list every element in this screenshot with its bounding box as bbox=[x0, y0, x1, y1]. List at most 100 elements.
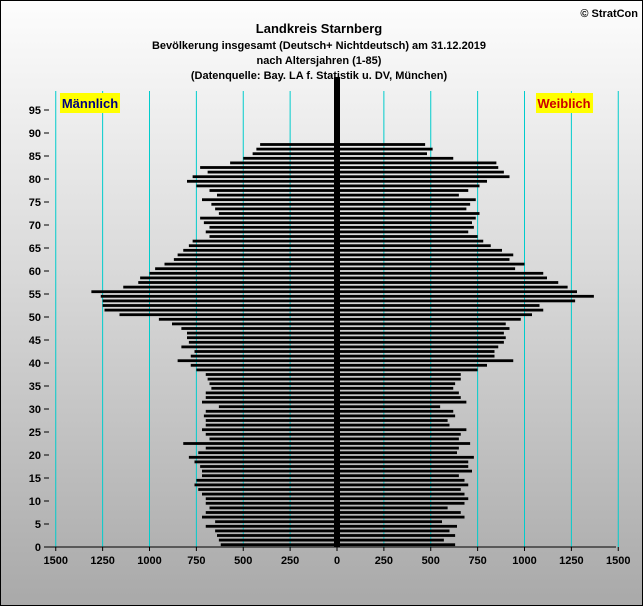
bar-female bbox=[337, 202, 471, 206]
legend-male-label: Männlich bbox=[62, 96, 118, 111]
bar-male bbox=[205, 446, 337, 450]
bar-male bbox=[209, 235, 337, 238]
copyright: © StratCon bbox=[580, 8, 638, 20]
bar-male bbox=[205, 501, 337, 505]
bar-male bbox=[200, 216, 337, 220]
bar-female bbox=[337, 313, 532, 317]
bar-male bbox=[158, 317, 337, 321]
bar-male bbox=[177, 253, 337, 257]
bar-male bbox=[207, 377, 337, 381]
bar-female bbox=[337, 322, 506, 326]
bar-male bbox=[172, 322, 337, 326]
x-tick-labels: 1500 1250 1000 750 500 250 0 250 500 750 1000 1250 1… bbox=[44, 547, 630, 567]
bar-male bbox=[192, 239, 337, 243]
bar-female bbox=[337, 400, 467, 404]
bar-female bbox=[337, 299, 576, 303]
bar-male bbox=[181, 327, 337, 330]
bar-female bbox=[337, 451, 457, 455]
bar-female bbox=[337, 497, 469, 501]
bar-female bbox=[337, 308, 544, 312]
bar-male bbox=[177, 359, 337, 363]
bar-female bbox=[337, 207, 467, 211]
bar-female bbox=[337, 147, 433, 151]
bar-male bbox=[205, 419, 337, 422]
bar-male bbox=[183, 442, 337, 445]
bar-female bbox=[337, 175, 510, 179]
bar-male bbox=[203, 414, 337, 418]
bar-female bbox=[337, 359, 514, 363]
bar-female bbox=[337, 524, 457, 528]
bar-female bbox=[337, 423, 450, 427]
bar-male bbox=[183, 248, 337, 252]
bar-male bbox=[102, 304, 337, 307]
bar-male bbox=[102, 299, 337, 303]
bar-female bbox=[337, 515, 465, 519]
bar-male bbox=[205, 423, 337, 427]
chart-subtitle-3: (Datenquelle: Bay. LA f. Statistik u. DV… bbox=[191, 70, 448, 82]
bar-male bbox=[202, 492, 337, 496]
bar-male bbox=[119, 313, 337, 317]
bar-male bbox=[100, 294, 337, 298]
bar-female bbox=[337, 193, 459, 197]
bar-female bbox=[337, 276, 547, 280]
bar-female bbox=[337, 294, 594, 298]
bar-female bbox=[337, 474, 459, 478]
x-tick-label: 500 bbox=[234, 555, 252, 567]
bar-female bbox=[337, 179, 487, 183]
y-tick-label: 20 bbox=[29, 450, 41, 462]
bar-male bbox=[181, 345, 337, 349]
bar-male bbox=[188, 455, 337, 459]
bar-male bbox=[188, 340, 337, 344]
bar-female bbox=[337, 396, 461, 399]
bar-female bbox=[337, 363, 487, 367]
bar-male bbox=[202, 474, 337, 478]
x-tick-label: 500 bbox=[422, 555, 440, 567]
bar-male bbox=[218, 212, 337, 215]
bar-female bbox=[337, 235, 478, 238]
bar-female bbox=[337, 189, 469, 192]
bar-male bbox=[207, 170, 337, 174]
bar-male bbox=[211, 202, 337, 206]
bar-male bbox=[209, 437, 337, 441]
bar-male bbox=[194, 483, 337, 487]
bar-male bbox=[196, 368, 337, 372]
bar-female bbox=[337, 465, 469, 468]
bars bbox=[91, 143, 594, 547]
bar-male bbox=[203, 221, 337, 225]
bar-female bbox=[337, 432, 461, 436]
bar-female bbox=[337, 281, 559, 284]
bar-male bbox=[164, 262, 337, 266]
bar-male bbox=[217, 534, 337, 537]
bar-female bbox=[337, 386, 454, 390]
bar-female bbox=[337, 377, 461, 381]
bar-male bbox=[149, 271, 337, 275]
bar-female bbox=[337, 520, 442, 524]
y-tick-label: 45 bbox=[29, 335, 41, 347]
bar-female bbox=[337, 170, 504, 174]
y-tick-label: 70 bbox=[29, 220, 41, 232]
bar-female bbox=[337, 414, 456, 418]
chart-title: Landkreis Starnberg bbox=[256, 21, 382, 36]
bar-female bbox=[337, 267, 516, 271]
bar-female bbox=[337, 350, 495, 353]
bar-male bbox=[260, 143, 337, 146]
bar-male bbox=[218, 405, 337, 409]
y-tick-label: 5 bbox=[35, 519, 41, 531]
y-tick-label: 60 bbox=[29, 266, 41, 278]
bar-male bbox=[192, 175, 337, 179]
bar-male bbox=[218, 538, 337, 542]
bar-female bbox=[337, 161, 497, 165]
y-tick-label: 85 bbox=[29, 151, 41, 163]
bar-female bbox=[337, 469, 472, 473]
bar-male bbox=[200, 166, 337, 169]
bar-female bbox=[337, 230, 469, 234]
bar-male bbox=[194, 350, 337, 353]
bar-female bbox=[337, 198, 476, 202]
y-tick-label: 65 bbox=[29, 243, 41, 255]
x-tick-label: 1500 bbox=[44, 555, 68, 567]
bar-male bbox=[243, 156, 337, 160]
bar-female bbox=[337, 184, 480, 188]
y-tick-label: 0 bbox=[35, 542, 41, 554]
y-tick-label: 95 bbox=[29, 105, 41, 117]
y-tick-labels: 0 5 10 15 20 25 30 35 40 45 50 55 60 65 70 75 80 85 90 95 bbox=[29, 105, 49, 554]
